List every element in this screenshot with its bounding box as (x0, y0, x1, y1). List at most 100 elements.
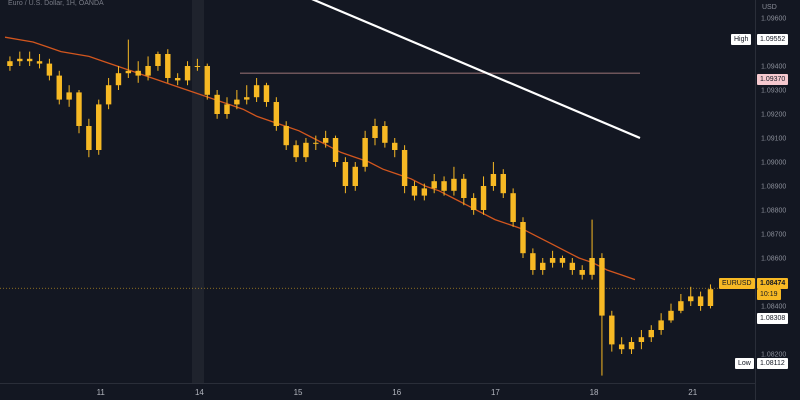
candle-body (540, 262, 546, 270)
candle-body (36, 61, 43, 64)
price-ticks: 1.096001.095001.094001.093001.092001.091… (761, 16, 786, 359)
candle-body (362, 138, 368, 167)
candle-body (332, 138, 339, 162)
candle-body (224, 104, 230, 114)
candle-body (599, 258, 605, 316)
candle-body (303, 142, 309, 158)
candle-body (549, 258, 556, 263)
candle-body (470, 198, 477, 210)
currency-label: USD (762, 4, 777, 11)
candle-body (184, 66, 191, 81)
price-tick-label: 1.08600 (761, 256, 786, 263)
candle-body (253, 85, 260, 98)
candle-body (204, 66, 210, 95)
candle-body (352, 166, 358, 186)
chart-title: Euro / U.S. Dollar, 1H, OANDA (8, 0, 104, 7)
price-tick-label: 1.08200 (761, 352, 786, 359)
candle-body (392, 142, 398, 150)
candle-body (165, 54, 171, 78)
candle-body (411, 186, 418, 196)
candle-body (520, 222, 526, 254)
time-tick-label: 21 (688, 388, 697, 397)
candle-body (194, 66, 201, 67)
candle-body (155, 54, 161, 66)
candle-body (490, 174, 497, 186)
candle-body (678, 301, 684, 311)
candle-body (115, 73, 122, 86)
candle-body (589, 258, 595, 275)
candle-body (382, 126, 388, 143)
candle-body (480, 186, 487, 210)
price-tick-label: 1.08800 (761, 208, 786, 215)
candle-body (648, 330, 654, 338)
symbol-tag: EURUSD (719, 278, 755, 289)
candle-body (76, 92, 82, 126)
candle-body (451, 178, 457, 191)
last-price-badge: 1.08474 (757, 278, 789, 289)
countdown-badge: 10:19 (757, 289, 781, 300)
candle-body (342, 162, 349, 186)
moving-averages (4, 0, 641, 281)
candle-body (244, 97, 250, 100)
marker-value-badge: 1.08308 (757, 313, 789, 324)
time-tick-label: 18 (590, 388, 599, 397)
candle-body (174, 78, 181, 81)
time-ticks: 11 14 15 16 17 18 21 (97, 388, 698, 397)
price-tick-label: 1.08900 (761, 184, 786, 191)
candle-body (125, 70, 132, 74)
candlesticks (7, 39, 714, 376)
candle-body (66, 92, 72, 100)
candle-body (697, 296, 704, 306)
horizontal-level (0, 72, 755, 289)
candle-body (26, 58, 33, 62)
candle-body (145, 66, 151, 76)
candle-body (313, 142, 319, 144)
candle-body (135, 70, 141, 76)
price-tick-label: 1.09600 (761, 16, 786, 23)
price-tick-label: 1.09100 (761, 136, 786, 143)
candle-body (707, 289, 714, 306)
candle-body (283, 126, 289, 146)
time-tick-label: 17 (491, 388, 500, 397)
candle-body (658, 320, 664, 330)
time-tick-label: 11 (97, 388, 106, 397)
candle-body (273, 102, 280, 126)
candle-body (668, 310, 674, 321)
time-tick-label: 16 (392, 388, 401, 397)
candle-body (688, 296, 694, 302)
candle-body (105, 85, 112, 105)
candle-body (618, 344, 625, 350)
candle-body (500, 174, 506, 194)
candle-body (372, 126, 378, 138)
price-tick-label: 1.09400 (761, 64, 786, 71)
candle-body (421, 188, 428, 196)
level-value-badge: 1.09370 (757, 74, 789, 85)
candle-body (46, 63, 53, 76)
candle-body (56, 75, 62, 100)
time-tick-label: 15 (294, 388, 303, 397)
low-tag: Low (735, 358, 754, 369)
ma-slow-line (311, 0, 641, 140)
price-tick-label: 1.08400 (761, 304, 786, 311)
candle-body (401, 150, 408, 186)
candle-body (510, 193, 516, 222)
candle-body (579, 270, 585, 275)
candle-body (96, 104, 102, 150)
candle-body (441, 181, 447, 191)
price-tick-label: 1.08700 (761, 232, 786, 239)
crosshair-band (192, 0, 204, 383)
candle-body (559, 258, 566, 263)
candle-body (234, 99, 240, 105)
candle-body (628, 342, 635, 350)
candle-body (86, 126, 92, 150)
candle-body (461, 178, 467, 198)
candle-body (322, 138, 329, 143)
high-value-badge: 1.09552 (757, 34, 789, 45)
candle-body (609, 315, 615, 345)
time-tick-label: 14 (195, 388, 204, 397)
price-axis-divider (755, 0, 756, 400)
ma-fast-line (4, 36, 636, 281)
price-tick-label: 1.09000 (761, 160, 786, 167)
candle-body (293, 145, 299, 158)
